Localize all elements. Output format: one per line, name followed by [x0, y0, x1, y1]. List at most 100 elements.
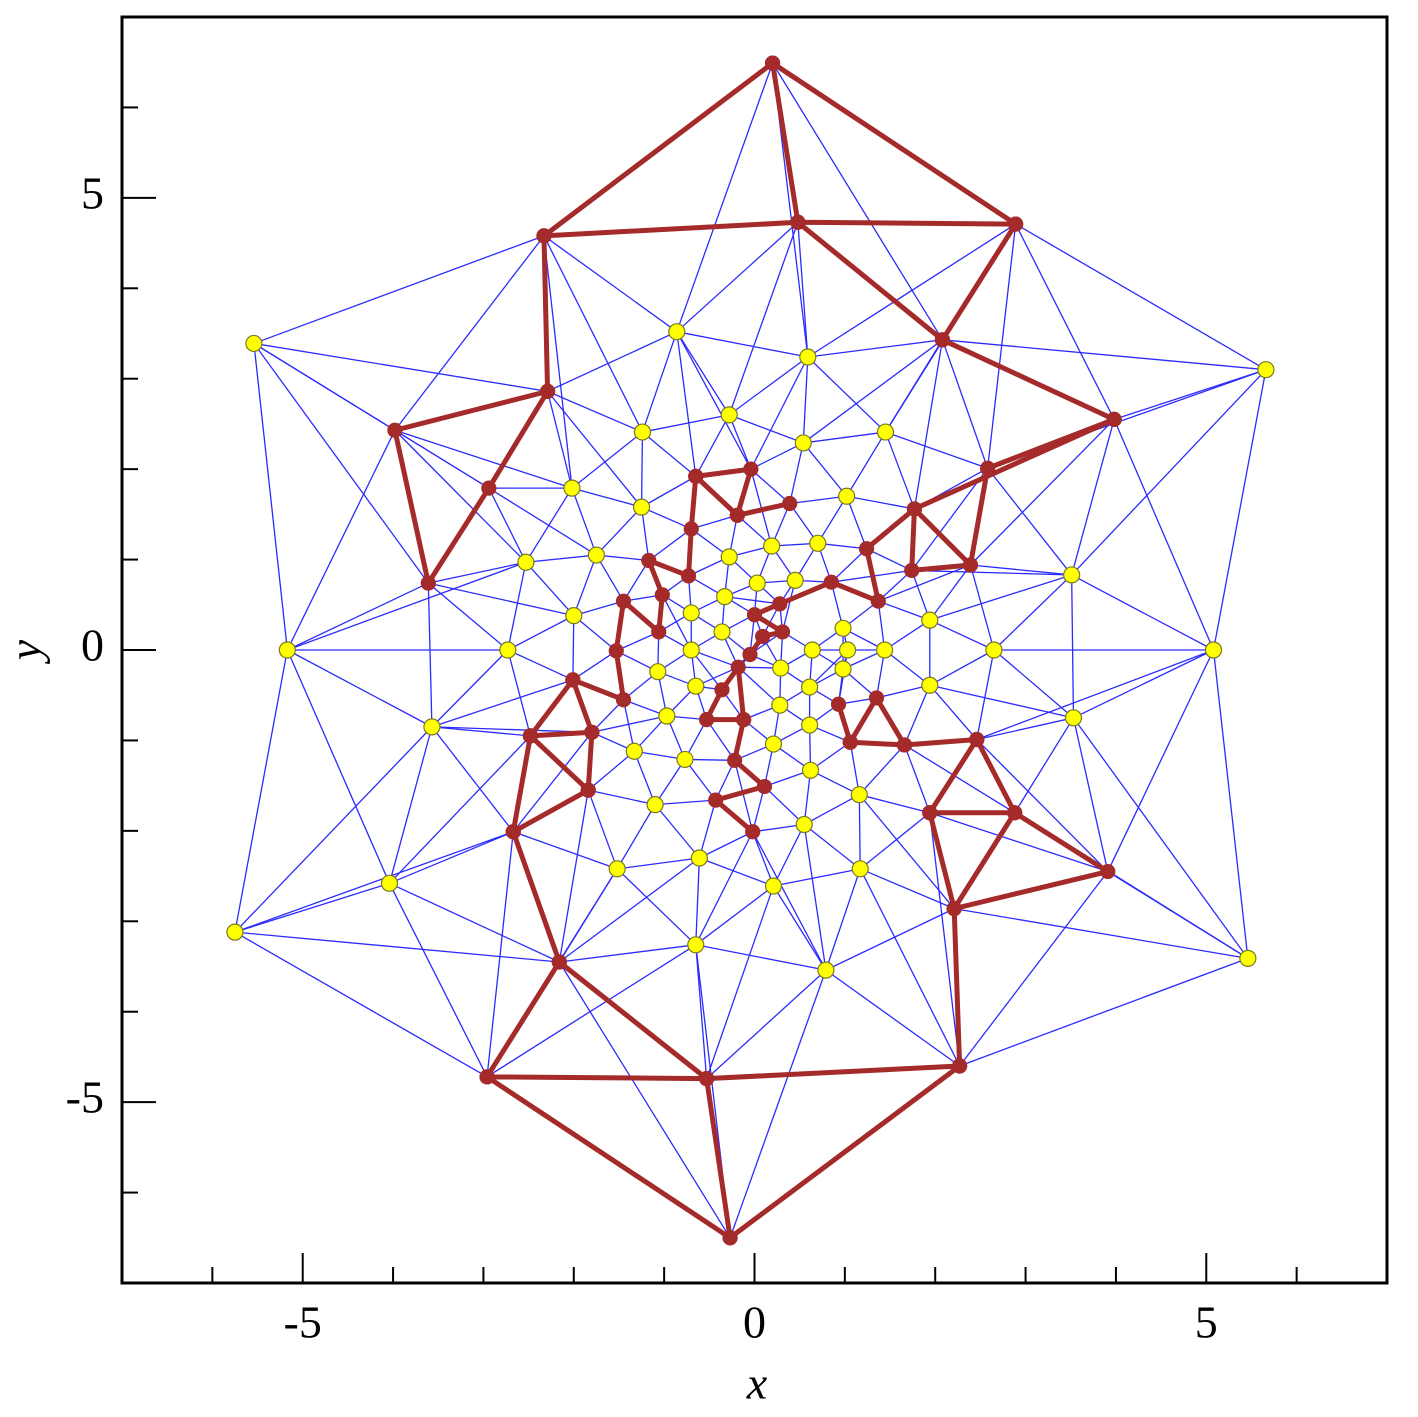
- mesh-edge: [810, 769, 860, 796]
- red-node: [790, 214, 806, 230]
- mesh-node: [801, 678, 819, 696]
- mesh-edge: [1212, 649, 1249, 959]
- mesh-edge: [929, 812, 1109, 873]
- mesh-edge: [752, 823, 805, 833]
- mesh-edge: [253, 342, 548, 393]
- red-node: [946, 901, 962, 917]
- mesh-node: [499, 641, 517, 659]
- mesh-edge: [752, 786, 766, 832]
- mesh-node: [1239, 949, 1257, 967]
- mesh-edge: [789, 442, 804, 504]
- x-tick-label: -5: [284, 1297, 322, 1348]
- mesh-edge: [588, 789, 656, 806]
- mesh-edge: [911, 467, 989, 571]
- mesh-edge: [929, 564, 971, 621]
- mesh-node: [278, 641, 296, 659]
- mesh-edge: [858, 794, 861, 869]
- mesh-edge: [427, 583, 433, 727]
- red-node: [481, 480, 497, 496]
- mesh-edge: [825, 868, 861, 971]
- mesh-node: [587, 546, 605, 564]
- mesh-node: [687, 936, 705, 954]
- red-node: [934, 332, 951, 348]
- mesh-edge: [884, 339, 943, 433]
- red-node: [699, 712, 715, 728]
- mesh-edge: [929, 812, 961, 1067]
- red-node: [584, 724, 600, 740]
- mesh-edge: [733, 760, 754, 832]
- mesh-edge: [1015, 223, 1115, 420]
- mesh-node: [985, 641, 1003, 659]
- red-node: [708, 792, 724, 808]
- mesh-node: [668, 323, 686, 341]
- mesh-node: [713, 623, 731, 641]
- mesh-edge: [859, 868, 961, 1067]
- mesh-node: [748, 574, 766, 592]
- red-node: [782, 495, 798, 512]
- mesh-edge: [287, 561, 527, 651]
- mesh-edge: [394, 235, 545, 431]
- red-node: [1007, 805, 1023, 821]
- red-node: [680, 568, 697, 584]
- mesh-edge: [750, 356, 809, 470]
- red-node: [387, 422, 403, 438]
- mesh-edge: [488, 487, 597, 556]
- y-tick-label: -5: [66, 1072, 104, 1123]
- mesh-edge: [571, 487, 597, 556]
- mesh-node: [565, 607, 583, 625]
- mesh-node: [658, 707, 676, 725]
- mesh-edge: [388, 726, 433, 884]
- mesh-edge: [884, 649, 931, 686]
- red-node: [565, 672, 581, 688]
- mesh-edge: [558, 857, 700, 963]
- mesh-node: [720, 548, 738, 566]
- mesh-edge: [993, 574, 1073, 651]
- mesh-edge: [1072, 717, 1249, 959]
- mesh-edge: [846, 495, 915, 510]
- mesh-edge: [859, 794, 930, 814]
- mesh-edge: [234, 931, 488, 1078]
- mesh-node: [1064, 709, 1083, 727]
- red-node: [641, 552, 657, 569]
- mesh-edge: [286, 649, 391, 884]
- mesh-edge: [802, 442, 848, 497]
- mesh-edge: [615, 631, 659, 652]
- mesh-edge: [698, 799, 717, 859]
- mesh-edge: [558, 961, 731, 1239]
- mesh-edge: [573, 554, 597, 616]
- red-node: [823, 574, 839, 590]
- mesh-edge: [884, 619, 931, 651]
- mesh-edge: [809, 649, 849, 688]
- mesh-edge: [772, 62, 943, 341]
- mesh-node: [795, 815, 813, 834]
- red-node: [870, 593, 886, 609]
- mesh-edge: [394, 429, 527, 563]
- mesh-node: [1257, 361, 1275, 379]
- mesh-node: [763, 537, 781, 555]
- mesh-edge: [547, 331, 678, 392]
- mesh-edge: [525, 487, 573, 563]
- red-node: [1008, 216, 1024, 232]
- mesh-edge: [699, 857, 774, 887]
- mesh-edge: [622, 560, 650, 602]
- mesh-node: [633, 423, 652, 441]
- mesh-edge: [695, 885, 774, 946]
- mesh-node: [801, 761, 820, 779]
- mesh-edge: [884, 431, 916, 510]
- mesh-edge: [859, 868, 955, 910]
- mesh-node: [801, 716, 819, 734]
- red-node: [842, 734, 858, 750]
- mesh-edge: [929, 619, 995, 651]
- mesh-edge: [825, 908, 955, 971]
- mesh-edge: [1071, 419, 1115, 576]
- mesh-edge: [876, 684, 930, 699]
- red-node: [729, 507, 745, 523]
- red-node: [742, 646, 758, 663]
- mesh-edge: [803, 794, 860, 826]
- mesh-edge: [595, 506, 643, 556]
- mesh-edge: [642, 414, 730, 433]
- mesh-edge: [1212, 369, 1267, 651]
- red-node: [868, 690, 885, 706]
- mesh-edge: [428, 561, 527, 584]
- mesh-node: [834, 619, 852, 637]
